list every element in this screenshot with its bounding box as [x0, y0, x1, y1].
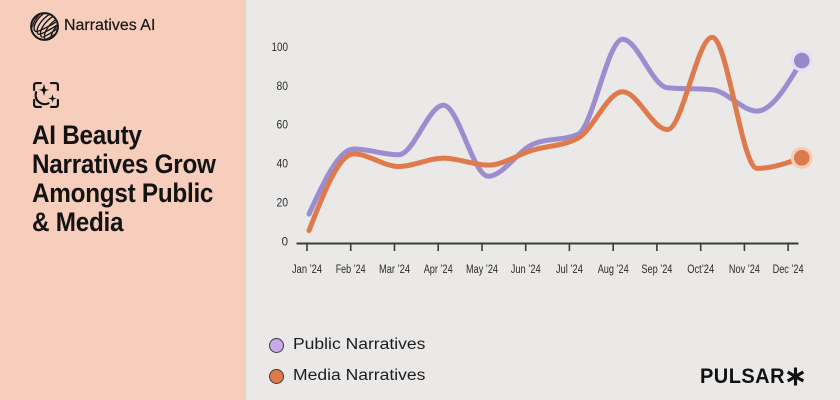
- svg-text:Aug ’24: Aug ’24: [598, 264, 629, 276]
- svg-text:Sep ’24: Sep ’24: [641, 264, 672, 276]
- svg-text:0: 0: [282, 236, 288, 248]
- svg-text:Apr ’24: Apr ’24: [424, 264, 453, 276]
- svg-text:Jul ’24: Jul ’24: [556, 264, 583, 276]
- svg-text:60: 60: [277, 120, 289, 132]
- svg-text:20: 20: [277, 197, 289, 209]
- svg-text:Dec ’24: Dec ’24: [773, 264, 804, 276]
- svg-text:May ’24: May ’24: [466, 264, 498, 276]
- svg-text:40: 40: [277, 159, 289, 171]
- svg-text:Jan ’24: Jan ’24: [292, 264, 322, 276]
- svg-text:Nov ’24: Nov ’24: [729, 264, 760, 276]
- svg-text:Jun ’24: Jun ’24: [511, 264, 541, 276]
- svg-text:Mar ’24: Mar ’24: [379, 264, 410, 276]
- svg-text:Oct’24: Oct’24: [687, 264, 714, 276]
- svg-text:100: 100: [272, 42, 289, 54]
- svg-text:Feb ’24: Feb ’24: [336, 264, 366, 276]
- svg-text:80: 80: [277, 81, 289, 93]
